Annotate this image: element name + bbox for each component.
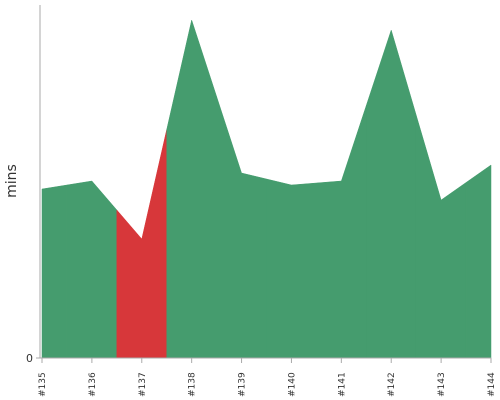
x-tick-label: #137 (138, 372, 148, 397)
x-tick-label: #135 (38, 372, 48, 397)
area-segment (266, 178, 317, 359)
area-segment (216, 96, 267, 359)
x-tick-label: #141 (337, 372, 347, 397)
area-segment (316, 105, 367, 359)
area-segment (366, 29, 417, 359)
x-tick-label: #143 (437, 372, 447, 397)
x-tick-label: #144 (487, 372, 497, 397)
area-segment (41, 184, 68, 359)
area-segment (166, 19, 217, 359)
x-tick-label: #138 (188, 372, 198, 397)
y-tick-label: 0 (26, 352, 33, 365)
x-tick-label: #139 (238, 372, 248, 397)
area-segment (66, 180, 118, 359)
area-segment (415, 114, 467, 359)
x-tick-label: #140 (287, 372, 297, 397)
y-axis-label: mins (4, 164, 20, 198)
area-segment (116, 129, 167, 359)
area-segment (465, 164, 492, 359)
x-tick-label: #136 (88, 372, 98, 397)
x-tick-label: #142 (387, 372, 397, 397)
